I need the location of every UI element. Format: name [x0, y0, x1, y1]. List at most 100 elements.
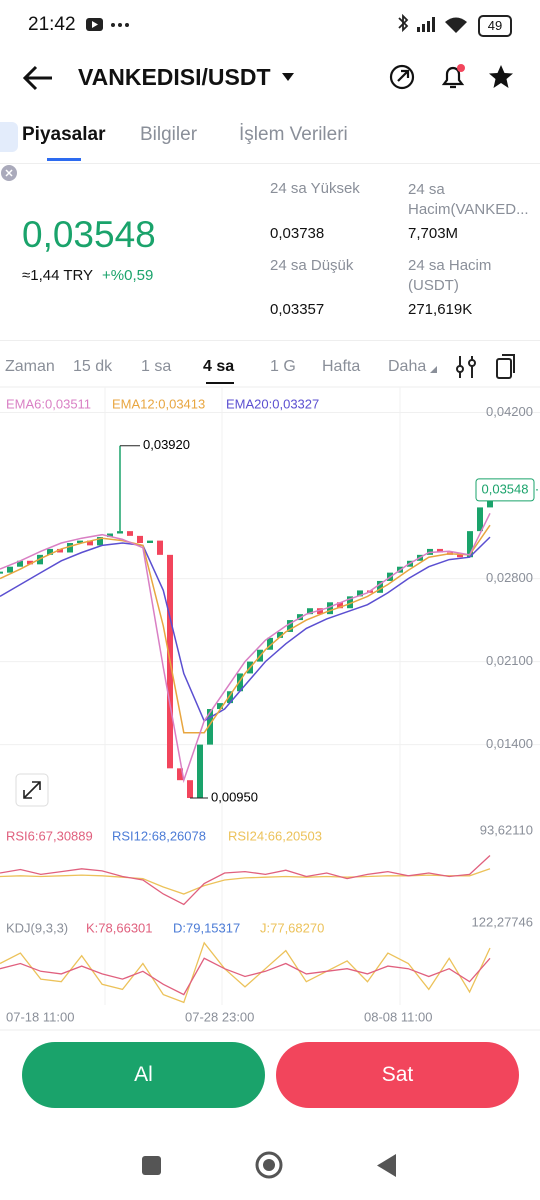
timeframe[interactable]: 15 dk	[73, 358, 113, 375]
tab-underline	[47, 158, 81, 161]
translate-badge[interactable]	[0, 122, 18, 152]
timeframe-active[interactable]: 4 sa	[203, 358, 235, 375]
share-icon[interactable]	[388, 63, 416, 91]
last-price-box	[475, 478, 535, 502]
y-tick-label: 0,04200	[486, 404, 533, 419]
candle	[127, 531, 133, 536]
candle	[307, 608, 313, 615]
candle	[217, 703, 223, 710]
status-time: 21:42	[28, 14, 76, 35]
kdj-legend: KDJ(9,3,3)	[6, 920, 68, 935]
candle	[467, 531, 473, 558]
last-price-label: 0,03548	[482, 481, 529, 496]
rsi-legend: RSI24:66,20503	[228, 828, 322, 843]
rsi-max: 93,62110	[480, 822, 533, 837]
y-tick-label: 0,02100	[486, 653, 533, 668]
indicator-line	[0, 512, 491, 784]
chart-settings[interactable]	[494, 353, 518, 381]
candle	[357, 590, 363, 597]
candle	[17, 560, 23, 567]
chart: EMA6:0,03511 EMA12:0,03413 EMA20:0,03327…	[0, 386, 540, 1031]
candle	[187, 780, 193, 798]
candle	[207, 709, 213, 745]
stat-label: 24 sa Düşük	[270, 257, 354, 274]
y-tick-label: 0,01400	[486, 736, 533, 751]
candle	[87, 540, 93, 546]
x-tick-label: 07-18 11:00	[6, 1009, 74, 1024]
sell-button[interactable]: Sat	[276, 1042, 519, 1108]
close-badge[interactable]	[0, 164, 20, 182]
candle	[77, 540, 83, 543]
x-tick-label: 07-28 23:00	[185, 1009, 254, 1024]
candle	[197, 744, 203, 798]
ema-legend: EMA12:0,03413	[112, 396, 205, 411]
divider	[0, 340, 540, 341]
alert-icon[interactable]	[438, 62, 468, 92]
timeframe[interactable]: Daha	[388, 358, 427, 375]
battery: 49	[478, 15, 512, 37]
favorite-icon[interactable]	[486, 63, 516, 91]
timeframe[interactable]: 1 G	[270, 358, 296, 375]
stat-value: 271,619K	[408, 301, 473, 318]
indicator-line	[0, 957, 491, 996]
indicator-settings[interactable]	[454, 354, 478, 380]
tab[interactable]: İşlem Verileri	[239, 124, 348, 145]
nav-bar	[142, 1151, 396, 1179]
kdj-legend: J:77,68270	[260, 920, 324, 935]
candle	[227, 691, 233, 704]
stat-label: 24 sa Yüksek	[270, 180, 360, 197]
pair-title[interactable]: VANKEDISI/USDT	[78, 64, 271, 90]
indicator-line	[0, 868, 491, 895]
candle	[107, 533, 113, 538]
more-arrow	[430, 366, 437, 373]
kdj-max: 122,27746	[472, 914, 533, 929]
rsi-legend: RSI6:67,30889	[6, 828, 93, 843]
candle	[267, 637, 273, 650]
ema-legend: EMA6:0,03511	[6, 396, 91, 411]
fiat-price: ≈1,44 TRY	[22, 267, 94, 284]
candle	[157, 540, 163, 555]
stat-label: 24 sa Hacim(VANKED...	[408, 181, 529, 218]
tab[interactable]: Bilgiler	[140, 124, 198, 145]
pair-dropdown[interactable]	[280, 70, 296, 84]
candle	[327, 602, 333, 615]
candle	[57, 548, 63, 553]
candle	[117, 531, 123, 534]
timeframe[interactable]: Hafta	[322, 358, 361, 375]
ema-legend: EMA20:0,03327	[226, 396, 319, 411]
candle	[337, 602, 343, 609]
price-change: +%0,59	[102, 267, 154, 284]
x-tick-label: 08-08 11:00	[364, 1009, 432, 1024]
candle	[377, 580, 383, 593]
last-price: 0,03548	[22, 214, 156, 255]
stat-value: 7,703M	[408, 225, 459, 242]
back-button[interactable]	[22, 64, 54, 92]
candle	[7, 566, 13, 573]
kdj-legend: K:78,66301	[86, 920, 153, 935]
indicator-line	[0, 941, 491, 1004]
candle	[137, 535, 143, 543]
candle	[177, 768, 183, 781]
candle	[287, 620, 293, 632]
candle	[477, 507, 483, 532]
status-signal	[398, 14, 467, 33]
stat-value: 0,03738	[270, 225, 325, 242]
candle	[457, 554, 463, 558]
nav-back[interactable]	[377, 1154, 396, 1177]
nav-recent[interactable]	[142, 1156, 161, 1175]
nav-home[interactable]	[255, 1151, 283, 1179]
timeframe[interactable]: 1 sa	[141, 358, 172, 375]
candle	[237, 673, 243, 692]
rsi-legend: RSI12:68,26078	[112, 828, 206, 843]
indicator-line	[0, 536, 491, 722]
high-label: 0,03920	[143, 437, 190, 452]
buy-button[interactable]: Al	[22, 1042, 265, 1108]
candle	[437, 548, 443, 553]
indicator-line	[0, 524, 491, 734]
tab-active[interactable]: Piyasalar	[22, 124, 106, 145]
candle	[47, 548, 53, 555]
candle	[97, 537, 103, 546]
candle	[277, 631, 283, 638]
candle	[347, 596, 353, 609]
